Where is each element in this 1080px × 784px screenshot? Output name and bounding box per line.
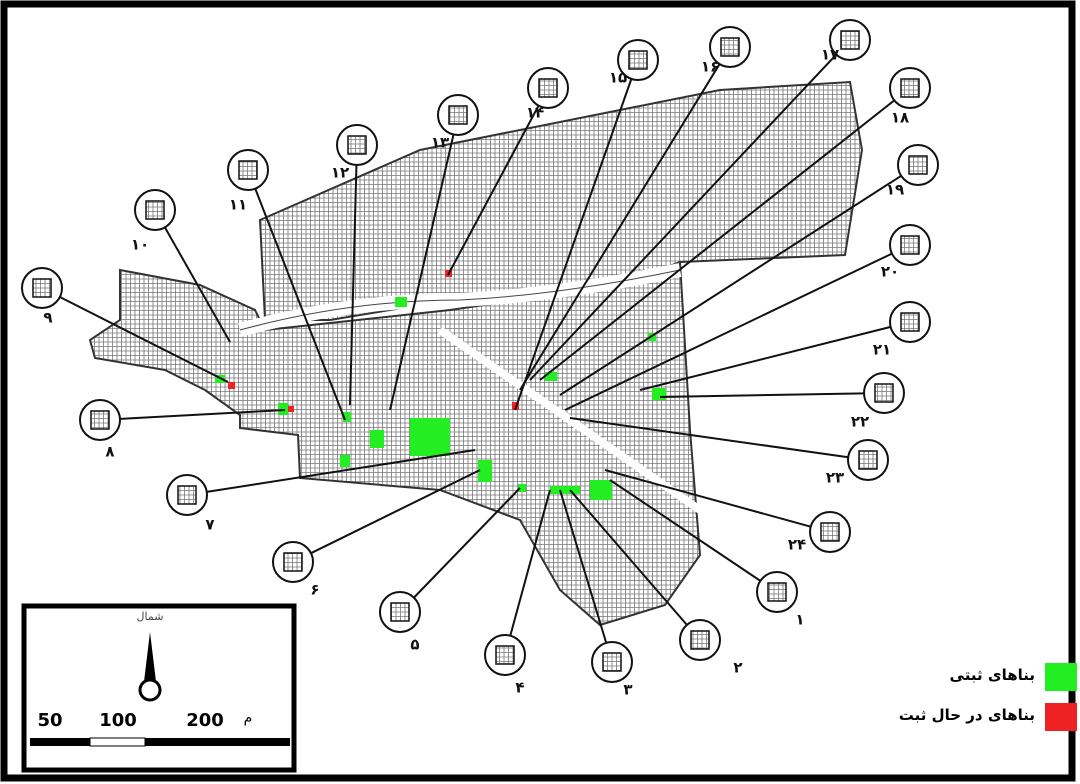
leader-line [564, 252, 893, 411]
legend-label: بناهای ثبتی [950, 666, 1035, 684]
leader-line [447, 105, 540, 276]
building-plan [908, 155, 928, 175]
city-footprint [88, 80, 864, 627]
leader-line [519, 63, 721, 391]
building-plan [900, 235, 920, 255]
building-plan [177, 485, 197, 505]
north-label: شمال [137, 610, 164, 623]
callout-label: ۴ [515, 679, 524, 697]
leader-line [389, 134, 455, 411]
building-plan [720, 37, 740, 57]
building-plan [767, 582, 787, 602]
legend-label: بناهای در حال ثبت [899, 706, 1035, 724]
legend-swatch [1045, 663, 1077, 691]
building-plan [448, 105, 468, 125]
legend: بناهای ثبتی بناهای در حال ثبت [899, 663, 1077, 731]
leader-line [119, 409, 286, 420]
building-plan [283, 552, 303, 572]
building-plan [495, 645, 515, 665]
scale-unit: م [244, 710, 253, 726]
building-plan [145, 200, 165, 220]
callout-label: ۱ [795, 611, 804, 629]
leader-line [206, 449, 476, 493]
callout-label: ۹ [43, 309, 52, 327]
leader-line [310, 469, 481, 555]
north-arrow [138, 678, 162, 702]
callout-label: ۲۴ [788, 536, 806, 554]
leader-line [529, 53, 838, 381]
leader-line [539, 99, 895, 381]
callout-label: ۱۰ [131, 236, 149, 254]
scale-bar [89, 737, 146, 747]
north-arrow [143, 632, 157, 690]
leader-line [569, 489, 688, 626]
building-plan [628, 50, 648, 70]
building-plan [602, 652, 622, 672]
callout-label: ۲ [733, 659, 742, 677]
callout-label: ۲۲ [851, 413, 869, 431]
callout-label: ۱۳ [431, 134, 449, 152]
building-plan [900, 312, 920, 332]
building-plan [32, 278, 52, 298]
leader-line [59, 296, 229, 383]
scale-label: 200 [186, 710, 224, 731]
leader-line [349, 164, 358, 406]
scale-label: 100 [99, 710, 137, 731]
callout-label: ۱۷ [821, 46, 839, 64]
scale-bar [30, 738, 90, 746]
callout-label: ۲۱ [873, 341, 891, 359]
building-plan [820, 522, 840, 542]
callout-label: ۷ [205, 516, 214, 534]
building-plan [347, 135, 367, 155]
building-plan [840, 30, 860, 50]
callout-label: ۱۵ [609, 69, 627, 87]
callout-label: ۲۰ [881, 263, 899, 281]
callout-label: ۱۱ [229, 196, 247, 214]
callout-label: ۶ [310, 581, 319, 599]
building-plan [858, 450, 878, 470]
leader-line [604, 469, 811, 528]
callout-label: ۱۹ [886, 181, 904, 199]
leader-line [559, 174, 902, 396]
leader-line [639, 325, 891, 391]
legend-swatch [1045, 703, 1077, 731]
leader-line [659, 392, 865, 398]
leader-line [514, 78, 633, 411]
callout-label: ۸ [105, 443, 114, 461]
leader-line [609, 479, 761, 582]
building-plan [900, 78, 920, 98]
leader-line [509, 489, 551, 636]
scale-bar [145, 738, 290, 746]
building-plan [874, 383, 894, 403]
leader-line [254, 188, 346, 421]
building-plan [538, 78, 558, 98]
callout-label: ۱۴ [526, 104, 544, 122]
callout-label: ۱۸ [891, 109, 909, 127]
building-plan [90, 410, 110, 430]
callout-label: ۳ [623, 681, 632, 699]
leader-line [569, 417, 849, 459]
scale-label: 50 [37, 710, 62, 731]
building-plan [690, 630, 710, 650]
leader-line [164, 226, 231, 343]
callout-label: ۲۳ [826, 469, 844, 487]
building-plan [390, 602, 410, 622]
scale-box: شمال 50 100 200 م [21, 603, 297, 773]
callout-label: ۱۶ [701, 58, 719, 76]
leader-line [559, 489, 608, 644]
leader-line [413, 487, 521, 599]
callout-label: ۱۲ [331, 164, 349, 182]
callout-label: ۵ [410, 636, 419, 654]
building-plan [238, 160, 258, 180]
